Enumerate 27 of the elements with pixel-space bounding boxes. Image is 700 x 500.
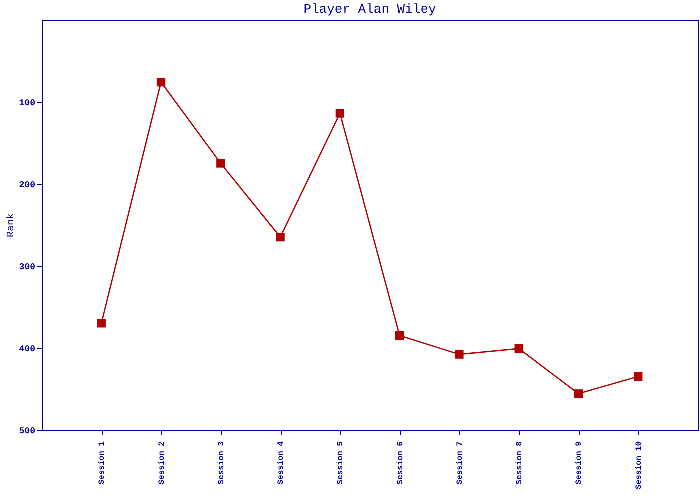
x-tick-label: Session 4 [277,441,286,485]
x-tick-label: Session 3 [217,441,226,485]
point [156,78,166,87]
chart-title: Player Alan Wiley [304,2,437,17]
y-tick-label: 400 [19,344,36,354]
point [455,350,464,359]
x-tick-label: Session 5 [336,441,346,485]
point [574,390,584,398]
point [514,344,524,354]
x-tick-label: Session 7 [456,441,465,485]
x-tick-label: Session 10 [634,441,644,490]
x-tick-label: Session 2 [158,441,167,485]
point [216,159,226,168]
x-tick-label: Session 8 [516,441,525,485]
point [336,109,345,118]
x-tick-label: Session 1 [98,441,108,485]
y-tick-label: 300 [19,262,36,272]
y-tick-label: 200 [19,180,36,190]
y-tick-label: 500 [19,426,36,436]
y-tick-label: 100 [19,98,36,108]
point [276,232,285,242]
point [97,319,106,328]
point [634,372,643,382]
x-tick-label: Session 6 [396,441,406,485]
x-tick-label: Session 9 [575,441,584,485]
point [395,331,404,340]
y-axis-title: Rank [5,213,18,238]
